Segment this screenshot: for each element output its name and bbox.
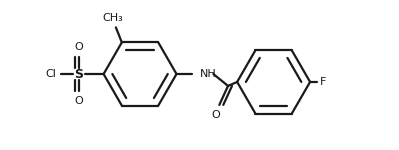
Text: CH₃: CH₃ (103, 13, 123, 23)
Text: O: O (75, 42, 83, 52)
Text: NH: NH (200, 69, 217, 79)
Text: Cl: Cl (46, 69, 57, 79)
Text: F: F (320, 77, 326, 87)
Text: O: O (212, 110, 221, 120)
Text: S: S (75, 68, 83, 81)
Text: O: O (75, 96, 83, 106)
